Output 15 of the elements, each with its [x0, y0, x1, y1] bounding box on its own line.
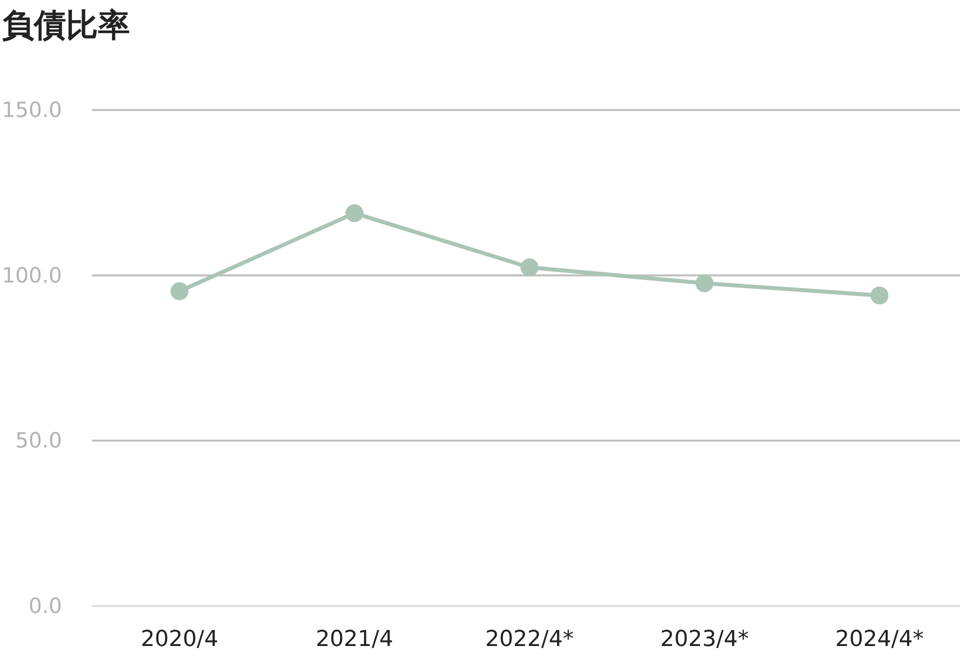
x-tick-label: 2023/4*: [660, 627, 749, 652]
point: [520, 258, 538, 276]
point: [346, 204, 364, 222]
y-tick-label: 150.0: [2, 98, 62, 122]
y-tick-label: 0.0: [28, 594, 62, 618]
x-tick-label: 2024/4*: [835, 627, 924, 652]
point: [170, 282, 188, 300]
x-tick-label: 2020/4: [140, 627, 218, 652]
x-tick-label: 2021/4: [316, 627, 394, 652]
point: [696, 274, 714, 292]
chart-title: 負債比率: [2, 6, 130, 44]
y-tick-label: 100.0: [2, 263, 62, 288]
x-tick-label: 2022/4*: [485, 627, 574, 652]
point: [870, 286, 888, 305]
y-tick-label: 50.0: [15, 428, 62, 453]
